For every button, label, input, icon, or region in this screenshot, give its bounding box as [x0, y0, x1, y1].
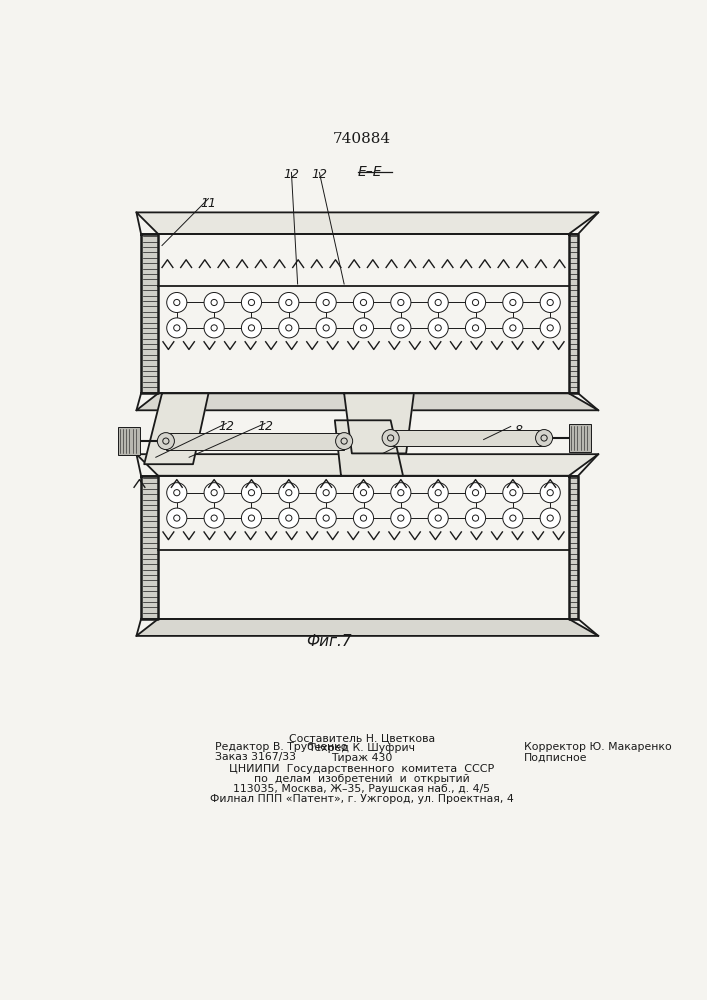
Circle shape — [428, 292, 448, 312]
Text: 12: 12 — [218, 420, 234, 433]
Circle shape — [279, 508, 299, 528]
Circle shape — [167, 508, 187, 528]
Circle shape — [428, 318, 448, 338]
Text: Составитель Н. Цветкова: Составитель Н. Цветкова — [289, 733, 435, 743]
Polygon shape — [136, 212, 598, 234]
Circle shape — [158, 433, 175, 450]
Text: 25: 25 — [354, 453, 370, 466]
Circle shape — [241, 318, 262, 338]
Polygon shape — [144, 393, 209, 464]
Circle shape — [391, 318, 411, 338]
Polygon shape — [136, 454, 598, 476]
Polygon shape — [141, 476, 158, 619]
Circle shape — [382, 430, 399, 446]
Circle shape — [241, 483, 262, 503]
Circle shape — [279, 483, 299, 503]
Circle shape — [540, 292, 560, 312]
Text: ЦНИИПИ  Государственного  комитета  СССР: ЦНИИПИ Государственного комитета СССР — [229, 764, 495, 774]
Circle shape — [540, 483, 560, 503]
Circle shape — [391, 508, 411, 528]
Text: E–E: E–E — [358, 165, 382, 179]
Circle shape — [167, 483, 187, 503]
Bar — [391, 430, 544, 446]
Polygon shape — [136, 393, 598, 410]
Circle shape — [167, 318, 187, 338]
Text: Техред К. Шуфрич: Техред К. Шуфрич — [308, 743, 416, 753]
Text: Корректор Ю. Макаренко: Корректор Ю. Макаренко — [524, 742, 672, 752]
Circle shape — [316, 508, 337, 528]
Circle shape — [354, 508, 373, 528]
Circle shape — [354, 292, 373, 312]
Text: Тираж 430: Тираж 430 — [332, 753, 392, 763]
Circle shape — [204, 483, 224, 503]
Circle shape — [204, 508, 224, 528]
Polygon shape — [344, 393, 414, 453]
Circle shape — [204, 292, 224, 312]
Circle shape — [465, 318, 486, 338]
Text: 12: 12 — [284, 168, 300, 181]
Circle shape — [336, 433, 353, 450]
Bar — [569, 424, 590, 452]
Circle shape — [503, 483, 523, 503]
Polygon shape — [335, 420, 403, 476]
Polygon shape — [569, 234, 578, 393]
Circle shape — [428, 508, 448, 528]
Circle shape — [465, 508, 486, 528]
Bar — [166, 433, 344, 450]
Text: 12: 12 — [257, 420, 273, 433]
Text: 8: 8 — [515, 424, 522, 437]
Circle shape — [428, 483, 448, 503]
Circle shape — [316, 318, 337, 338]
Circle shape — [540, 508, 560, 528]
Circle shape — [354, 483, 373, 503]
Text: Фиг.7: Фиг.7 — [306, 634, 351, 649]
Polygon shape — [141, 234, 158, 393]
Text: Подписное: Подписное — [524, 752, 588, 762]
Text: 12: 12 — [311, 168, 327, 181]
Text: 11: 11 — [201, 197, 216, 210]
Circle shape — [241, 508, 262, 528]
Circle shape — [204, 318, 224, 338]
Circle shape — [316, 483, 337, 503]
Circle shape — [391, 483, 411, 503]
Text: Фиг.6: Фиг.6 — [306, 437, 351, 452]
Text: Редактор В. Трубченко: Редактор В. Трубченко — [215, 742, 347, 752]
Text: 740884: 740884 — [333, 132, 391, 146]
Text: по  делам  изобретений  и  открытий: по делам изобретений и открытий — [254, 774, 470, 784]
Circle shape — [540, 318, 560, 338]
Polygon shape — [569, 476, 578, 619]
Circle shape — [316, 292, 337, 312]
Text: Филнал ППП «Патент», г. Ужгород, ул. Проектная, 4: Филнал ППП «Патент», г. Ужгород, ул. Про… — [210, 794, 514, 804]
Circle shape — [391, 292, 411, 312]
Polygon shape — [136, 619, 598, 636]
Circle shape — [167, 292, 187, 312]
Circle shape — [503, 292, 523, 312]
Text: Заказ 3167/33: Заказ 3167/33 — [215, 752, 296, 762]
Circle shape — [535, 430, 553, 446]
Circle shape — [465, 483, 486, 503]
Bar — [118, 427, 139, 455]
Circle shape — [503, 508, 523, 528]
Circle shape — [279, 318, 299, 338]
Text: 113035, Москва, Ж–35, Раушская наб., д. 4/5: 113035, Москва, Ж–35, Раушская наб., д. … — [233, 784, 491, 794]
Circle shape — [279, 292, 299, 312]
Circle shape — [503, 318, 523, 338]
Circle shape — [241, 292, 262, 312]
Circle shape — [465, 292, 486, 312]
Circle shape — [354, 318, 373, 338]
